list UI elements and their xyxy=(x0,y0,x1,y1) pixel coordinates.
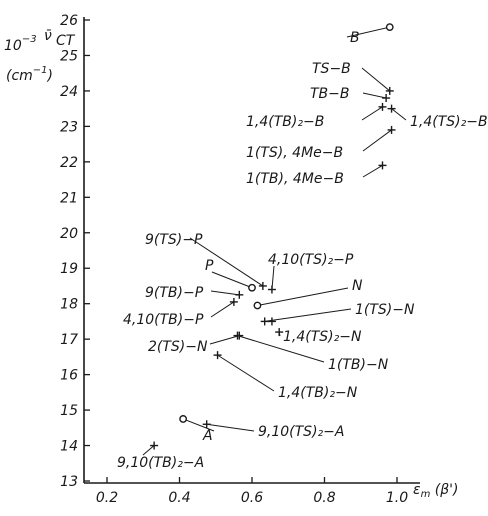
label-1-tb-4me-b: 1(TB), 4Me−B xyxy=(246,171,344,187)
label-b: B xyxy=(350,30,360,46)
point-1-tb-4me-b-cross xyxy=(378,161,387,170)
leader-1-4-ts-b xyxy=(391,108,407,121)
label-1-4-tb-n: 1,4(TB)₂−N xyxy=(278,385,358,401)
leader-9-10-tb-a xyxy=(142,445,155,456)
point-1-ts-4me-b-cross xyxy=(387,125,396,134)
point-1-4-ts-n-cross xyxy=(275,328,284,337)
y-tick-label-18: 18 xyxy=(60,297,78,313)
leader-1-tb-n xyxy=(237,335,325,363)
point-9-ts-p-cross xyxy=(258,281,267,290)
y-tick-label-25: 25 xyxy=(60,48,78,64)
leader-tb-b xyxy=(362,92,387,99)
x-axis-title: εm (β') xyxy=(413,482,459,500)
y-tick-label-14: 14 xyxy=(60,439,78,455)
point-b-circle xyxy=(385,23,394,31)
leader-1-ts-4me-b xyxy=(362,129,392,152)
label-1-tb-n: 1(TB)−N xyxy=(328,357,389,373)
y-tick-label-16: 16 xyxy=(60,368,78,384)
leader-1-4-tb-b xyxy=(361,106,383,121)
y-axis-title-base: 10 xyxy=(4,38,22,54)
label-4-10-tb-p: 4,10(TB)−P xyxy=(123,312,204,328)
label-tb-b: TB−B xyxy=(310,86,350,102)
y-tick-label-20: 20 xyxy=(60,226,78,242)
leader-9-10-ts-a xyxy=(206,423,255,432)
label-p: P xyxy=(205,258,214,274)
x-tick-label-0.6: 0.6 xyxy=(241,490,263,506)
point-1-4-tb-b-cross xyxy=(378,102,387,111)
y-tick-label-24: 24 xyxy=(60,84,78,100)
point-1-ts-n-cross xyxy=(260,317,269,326)
point-n-circle xyxy=(253,301,262,310)
leader-1-4-tb-n xyxy=(217,354,275,392)
leader-9-tb-p xyxy=(210,290,240,296)
y-tick-label-22: 22 xyxy=(60,155,78,171)
label-9-tb-p: 9(TB)−P xyxy=(145,285,204,301)
y-axis-title-sub: CT xyxy=(56,33,76,49)
point-ts-b-cross xyxy=(385,86,394,95)
data-points xyxy=(150,23,396,450)
leader-9-ts-p xyxy=(189,237,264,287)
label-9-ts-p: 9(TS)−P xyxy=(145,232,203,248)
label-9-10-tb-a: 9,10(TB)₂−A xyxy=(117,455,204,471)
y-axis-title-symbol: ν̄ xyxy=(44,28,52,44)
point-p-circle xyxy=(248,283,256,292)
y-tick-label-21: 21 xyxy=(60,190,78,206)
point-9-tb-p-cross xyxy=(235,290,244,299)
x-tick-label-1.0: 1.0 xyxy=(386,490,408,506)
leader-1-ts-n xyxy=(264,308,352,322)
y-tick-label-15: 15 xyxy=(60,403,78,419)
point-1-ts-n-b-cross xyxy=(267,317,276,326)
x-tick-label-0.2: 0.2 xyxy=(96,490,118,506)
axes: 13 14 15 16 17 18 19 20 21 22 23 24 25 26 0.2 0.4 0.6 0.8… xyxy=(60,13,420,506)
point-1-4-tb-n-cross xyxy=(213,351,222,360)
leader-b xyxy=(346,26,390,38)
y-tick-label-23: 23 xyxy=(60,119,78,135)
point-a-circle xyxy=(179,415,188,423)
label-1-4-tb-b: 1,4(TB)₂−B xyxy=(246,114,324,130)
leader-ts-b xyxy=(361,67,391,92)
label-1-ts-n: 1(TS)−N xyxy=(355,302,415,318)
label-n: N xyxy=(352,278,363,294)
leader-4-10-tb-p xyxy=(210,301,235,318)
leader-lines xyxy=(142,26,407,456)
y-tick-label-13: 13 xyxy=(60,474,78,490)
label-9-10-ts-a: 9,10(TS)₂−A xyxy=(258,424,344,440)
y-tick-label-17: 17 xyxy=(60,332,78,348)
label-1-4-ts-b: 1,4(TS)₂−B xyxy=(410,114,488,130)
label-ts-b: TS−B xyxy=(312,61,351,77)
leader-a xyxy=(182,418,215,432)
point-9-10-tb-a-cross xyxy=(150,441,159,450)
point-1-4-ts-b-cross xyxy=(387,104,396,113)
point-4-10-ts-p-cross xyxy=(267,285,276,294)
x-tick-label-0.8: 0.8 xyxy=(313,490,335,506)
leader-2-ts-n xyxy=(209,335,240,345)
label-1-4-ts-n: 1,4(TS)₂−N xyxy=(283,329,362,345)
y-tick-label-26: 26 xyxy=(60,13,78,29)
y-tick-label-19: 19 xyxy=(60,261,78,277)
y-axis-title-exp: −3 xyxy=(22,34,37,45)
label-2-ts-n: 2(TS)−N xyxy=(148,339,208,355)
leader-n xyxy=(257,287,349,306)
point-1-tb-n-cross xyxy=(233,331,242,340)
label-a: A xyxy=(202,428,213,444)
label-4-10-ts-p: 4,10(TS)₂−P xyxy=(268,252,354,268)
point-labels: B TS−B TB−B 1,4(TB)₂−B 1,4(TS)₂−B 1(TS), 4Me−… xyxy=(117,30,488,471)
x-tick-label-0.4: 0.4 xyxy=(168,490,190,506)
point-9-10-ts-a-cross xyxy=(202,420,211,429)
leader-1-tb-4me-b xyxy=(362,164,383,178)
leader-p xyxy=(211,271,253,289)
point-4-10-tb-p-cross xyxy=(229,297,238,306)
point-tb-b-cross xyxy=(382,94,391,103)
y-axis-title-unit: (cm−1) xyxy=(6,65,53,84)
label-1-ts-4me-b: 1(TS), 4Me−B xyxy=(246,145,343,161)
y-axis-multiplier: 10−3 xyxy=(4,34,37,54)
